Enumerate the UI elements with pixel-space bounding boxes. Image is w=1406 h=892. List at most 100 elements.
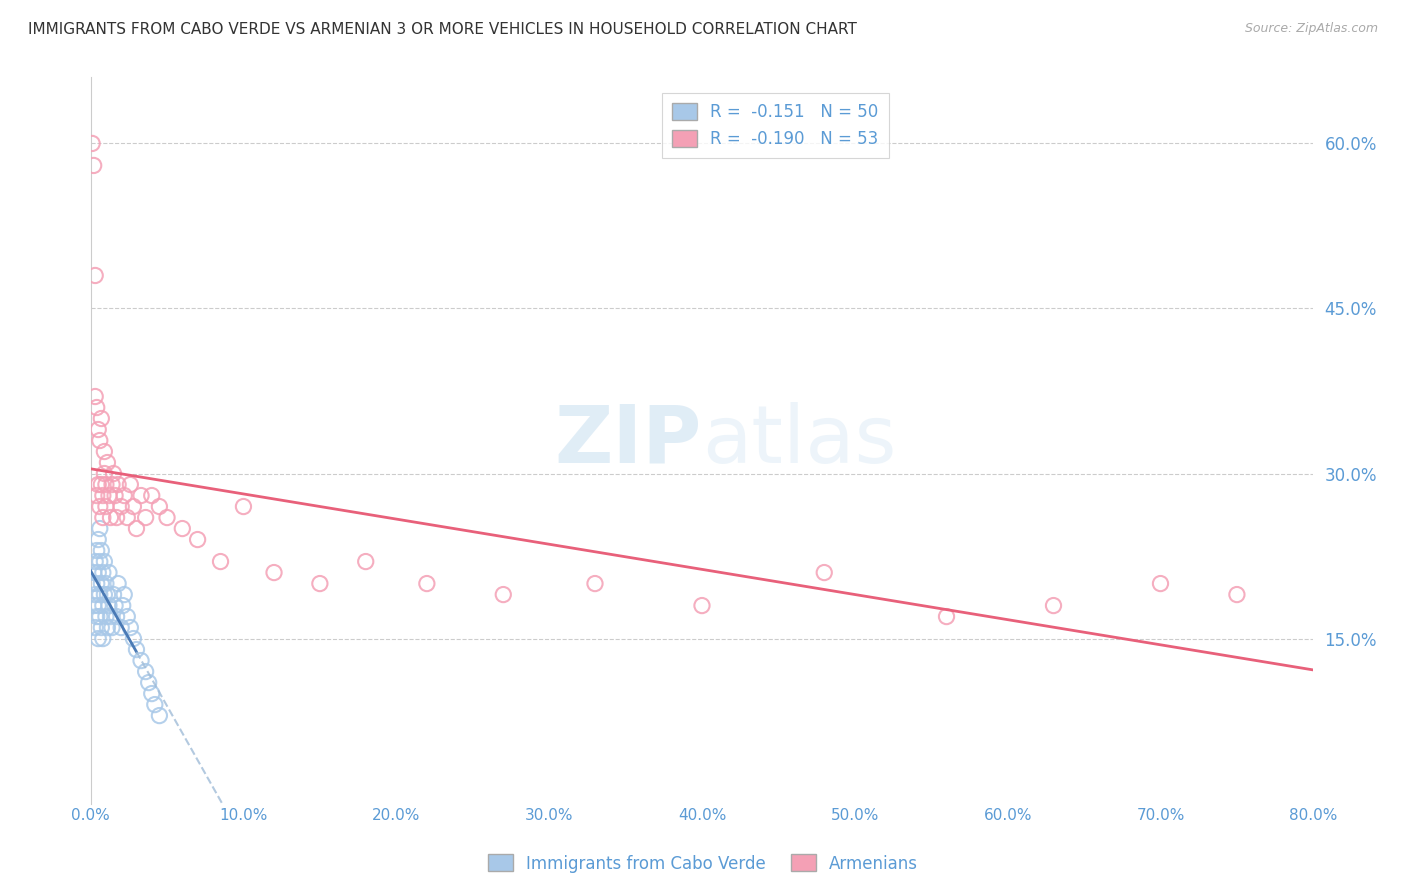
Point	[129, 654, 152, 668]
Point	[86, 401, 108, 415]
Point	[110, 621, 132, 635]
Point	[104, 599, 127, 613]
Point	[97, 489, 120, 503]
Point	[87, 477, 110, 491]
Point	[97, 599, 120, 613]
Point	[84, 621, 107, 635]
Point	[87, 533, 110, 547]
Point	[104, 489, 127, 503]
Point	[138, 675, 160, 690]
Point	[107, 576, 129, 591]
Point	[94, 477, 117, 491]
Point	[125, 522, 148, 536]
Point	[354, 555, 377, 569]
Point	[141, 687, 163, 701]
Point	[83, 566, 105, 580]
Point	[100, 510, 122, 524]
Point	[89, 522, 111, 536]
Point	[87, 632, 110, 646]
Point	[105, 510, 128, 524]
Point	[122, 500, 145, 514]
Point	[83, 158, 105, 172]
Point	[309, 576, 332, 591]
Point	[91, 599, 114, 613]
Point	[187, 533, 209, 547]
Text: IMMIGRANTS FROM CABO VERDE VS ARMENIAN 3 OR MORE VEHICLES IN HOUSEHOLD CORRELATI: IMMIGRANTS FROM CABO VERDE VS ARMENIAN 3…	[28, 22, 858, 37]
Point	[96, 456, 118, 470]
Point	[103, 467, 125, 481]
Point	[90, 477, 112, 491]
Text: ZIP: ZIP	[555, 401, 702, 480]
Point	[86, 543, 108, 558]
Point	[125, 642, 148, 657]
Point	[492, 588, 515, 602]
Point	[813, 566, 835, 580]
Point	[87, 566, 110, 580]
Point	[89, 500, 111, 514]
Point	[117, 510, 139, 524]
Point	[112, 588, 135, 602]
Point	[83, 599, 105, 613]
Point	[94, 500, 117, 514]
Point	[87, 599, 110, 613]
Point	[84, 555, 107, 569]
Point	[94, 609, 117, 624]
Point	[86, 609, 108, 624]
Point	[583, 576, 606, 591]
Point	[935, 609, 957, 624]
Point	[84, 588, 107, 602]
Legend: R =  -0.151   N = 50, R =  -0.190   N = 53: R = -0.151 N = 50, R = -0.190 N = 53	[662, 93, 889, 158]
Point	[117, 609, 139, 624]
Text: Source: ZipAtlas.com: Source: ZipAtlas.com	[1244, 22, 1378, 36]
Point	[87, 423, 110, 437]
Point	[93, 588, 115, 602]
Point	[1042, 599, 1064, 613]
Point	[110, 500, 132, 514]
Point	[90, 621, 112, 635]
Point	[101, 621, 124, 635]
Point	[141, 489, 163, 503]
Point	[90, 411, 112, 425]
Point	[103, 588, 125, 602]
Point	[172, 522, 194, 536]
Point	[94, 576, 117, 591]
Point	[97, 566, 120, 580]
Point	[90, 543, 112, 558]
Point	[89, 555, 111, 569]
Point	[107, 477, 129, 491]
Point	[209, 555, 232, 569]
Point	[89, 609, 111, 624]
Point	[690, 599, 713, 613]
Point	[148, 708, 170, 723]
Point	[82, 136, 104, 151]
Point	[416, 576, 439, 591]
Point	[82, 576, 104, 591]
Point	[105, 609, 128, 624]
Point	[232, 500, 254, 514]
Point	[101, 477, 124, 491]
Point	[93, 467, 115, 481]
Point	[84, 268, 107, 283]
Point	[122, 632, 145, 646]
Point	[91, 566, 114, 580]
Point	[1149, 576, 1171, 591]
Legend: Immigrants from Cabo Verde, Armenians: Immigrants from Cabo Verde, Armenians	[481, 847, 925, 880]
Point	[156, 510, 179, 524]
Point	[143, 698, 166, 712]
Point	[96, 588, 118, 602]
Point	[86, 576, 108, 591]
Point	[148, 500, 170, 514]
Point	[86, 489, 108, 503]
Point	[120, 621, 142, 635]
Point	[129, 489, 152, 503]
Point	[135, 510, 157, 524]
Point	[111, 599, 134, 613]
Point	[96, 621, 118, 635]
Point	[263, 566, 285, 580]
Text: atlas: atlas	[702, 401, 897, 480]
Point	[100, 609, 122, 624]
Point	[120, 477, 142, 491]
Point	[135, 665, 157, 679]
Point	[91, 489, 114, 503]
Point	[91, 510, 114, 524]
